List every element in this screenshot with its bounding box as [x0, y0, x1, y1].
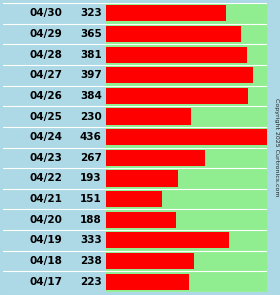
Bar — [106, 109, 191, 124]
Text: 04/27: 04/27 — [30, 70, 63, 80]
Text: 04/17: 04/17 — [30, 277, 63, 287]
Text: 397: 397 — [80, 70, 102, 80]
Bar — [106, 5, 226, 21]
Text: 04/18: 04/18 — [30, 256, 63, 266]
Text: 188: 188 — [80, 215, 102, 225]
Text: 04/25: 04/25 — [30, 112, 63, 122]
Text: 323: 323 — [80, 8, 102, 18]
Text: 223: 223 — [80, 277, 102, 287]
Text: 193: 193 — [80, 173, 102, 183]
Bar — [106, 88, 248, 104]
Bar — [106, 191, 162, 207]
Text: 151: 151 — [80, 194, 102, 204]
Bar — [106, 232, 229, 248]
Text: 238: 238 — [80, 256, 102, 266]
Text: 230: 230 — [80, 112, 102, 122]
Bar — [106, 274, 189, 290]
Text: 333: 333 — [80, 235, 102, 245]
Bar — [106, 212, 176, 228]
Bar — [106, 26, 241, 42]
Text: Copyright 2025 Curtronics.com: Copyright 2025 Curtronics.com — [274, 98, 279, 197]
Bar — [106, 67, 253, 83]
Bar — [106, 150, 205, 166]
Text: 04/26: 04/26 — [30, 91, 63, 101]
Text: 04/30: 04/30 — [30, 8, 63, 18]
Text: 04/19: 04/19 — [30, 235, 63, 245]
Text: 04/28: 04/28 — [30, 50, 63, 60]
Text: 04/20: 04/20 — [30, 215, 63, 225]
Text: 04/29: 04/29 — [30, 29, 63, 39]
Bar — [106, 129, 267, 145]
Text: 04/23: 04/23 — [30, 153, 63, 163]
Text: 04/21: 04/21 — [30, 194, 63, 204]
Text: 381: 381 — [80, 50, 102, 60]
Text: 365: 365 — [80, 29, 102, 39]
Text: 04/24: 04/24 — [30, 132, 63, 142]
Bar — [106, 253, 194, 269]
Bar — [106, 171, 178, 186]
Bar — [106, 47, 247, 63]
Text: 384: 384 — [80, 91, 102, 101]
Text: 04/22: 04/22 — [30, 173, 63, 183]
Text: 267: 267 — [80, 153, 102, 163]
Text: 436: 436 — [80, 132, 102, 142]
